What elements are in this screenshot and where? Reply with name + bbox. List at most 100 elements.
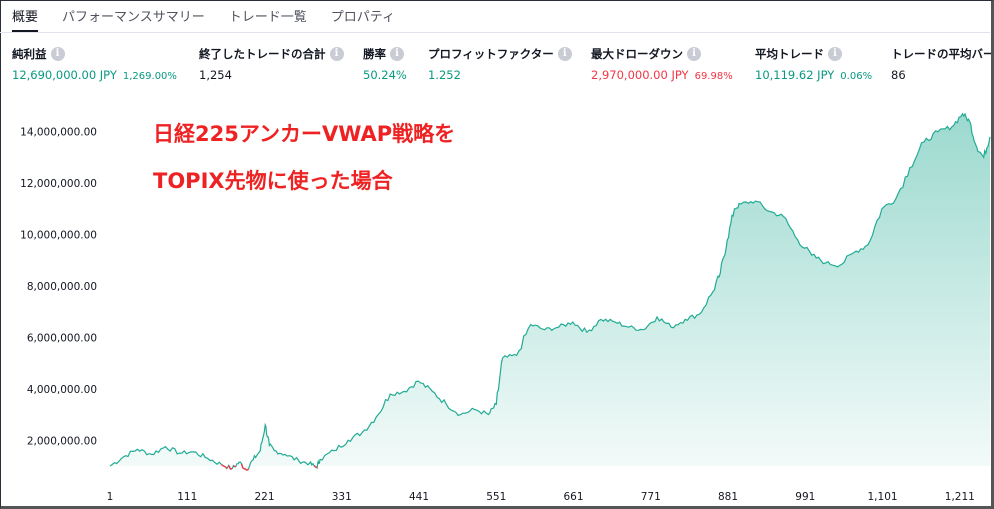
info-icon[interactable]: i	[557, 47, 572, 61]
equity-point	[937, 131, 938, 132]
equity-point	[741, 203, 742, 204]
equity-point	[496, 404, 497, 405]
equity-area-fill	[110, 113, 990, 470]
stat-label: プロフィットファクター	[428, 47, 554, 61]
equity-point	[811, 255, 812, 256]
drawdown-segment	[223, 465, 226, 468]
equity-point	[685, 319, 686, 320]
stat-label: 純利益	[12, 47, 47, 61]
equity-point	[769, 211, 770, 212]
equity-point	[333, 450, 334, 451]
drawdown-segment	[242, 467, 245, 470]
stat-label: 勝率	[363, 47, 386, 61]
equity-point	[319, 459, 320, 460]
equity-point	[137, 449, 138, 450]
equity-point	[446, 404, 447, 405]
drawdown-segment	[246, 468, 250, 471]
info-icon[interactable]: i	[329, 47, 344, 61]
stat-value: 2,970,000.00 JPY	[591, 68, 689, 82]
equity-point	[976, 147, 977, 148]
tab-divider	[0, 32, 990, 33]
drawdown-marks	[221, 463, 318, 471]
equity-point	[284, 454, 285, 455]
info-icon[interactable]: i	[828, 47, 842, 61]
stat-profit-factor: プロフィットファクター i 1.252	[428, 46, 572, 84]
equity-point	[274, 450, 275, 451]
equity-point	[432, 391, 433, 392]
stat-label: 最大ドローダウン	[591, 47, 683, 61]
stat-label: 平均トレード	[755, 47, 824, 61]
x-tick-label: 331	[332, 491, 352, 503]
equity-point	[544, 329, 545, 330]
equity-point	[260, 450, 261, 451]
stat-label: トレードの平均バー	[891, 47, 991, 61]
tab-performance-summary[interactable]: パフォーマンスサマリー	[62, 10, 205, 25]
equity-point	[783, 216, 784, 217]
equity-point	[734, 208, 735, 209]
equity-point	[516, 355, 517, 356]
tab-overview[interactable]: 概要	[12, 4, 39, 32]
drawdown-segment	[316, 466, 318, 469]
y-tick-label: 4,000,000.00	[27, 384, 97, 396]
drawdown-segment	[240, 463, 244, 468]
equity-chart: 14,000,000.0012,000,000.0010,000,000.008…	[20, 112, 991, 503]
x-tick-label: 1,211	[945, 491, 975, 503]
stat-value: 86	[891, 68, 906, 82]
info-icon[interactable]: i	[390, 47, 404, 61]
drawdown-segment	[313, 465, 316, 468]
x-tick-label: 221	[254, 491, 274, 503]
x-tick-label: 551	[486, 491, 506, 503]
equity-point	[923, 141, 924, 142]
equity-point	[309, 463, 310, 464]
equity-point	[671, 327, 672, 328]
equity-point	[586, 332, 587, 333]
stat-net-profit: 純利益 i 12,690,000.00 JPY 1,269.00%	[12, 46, 177, 84]
equity-point	[952, 126, 953, 127]
tab-properties[interactable]: プロパティ	[330, 10, 396, 25]
stat-value: 50.24%	[363, 68, 407, 82]
tab-trade-list[interactable]: トレード一覧	[228, 10, 307, 25]
equity-point	[193, 451, 194, 452]
equity-point	[881, 208, 882, 209]
y-tick-label: 8,000,000.00	[27, 281, 97, 293]
equity-point	[348, 440, 349, 441]
equity-point	[713, 291, 714, 292]
equity-point	[179, 453, 180, 454]
equity-point	[909, 167, 910, 168]
equity-point	[530, 324, 531, 325]
equity-point	[109, 465, 110, 466]
info-icon[interactable]: i	[50, 47, 65, 61]
equity-point	[362, 432, 363, 433]
equity-point	[474, 409, 475, 410]
y-axis: 14,000,000.00 12,000,000.00 10,000,000.00 8…	[20, 127, 97, 448]
info-icon[interactable]: i	[687, 47, 701, 61]
equity-point	[720, 273, 721, 274]
equity-point	[853, 252, 854, 253]
equity-point	[246, 465, 247, 466]
equity-point	[151, 454, 152, 455]
equity-point	[825, 262, 826, 263]
stat-average-trade: 平均トレード i 10,119.62 JPY 0.06%	[755, 46, 872, 84]
equity-point	[239, 462, 240, 463]
equity-point	[488, 414, 489, 415]
overlay-title-line1: 日経225アンカーVWAP戦略を	[153, 122, 456, 146]
equity-point	[797, 239, 798, 240]
drawdown-segment	[315, 466, 317, 468]
equity-point	[265, 424, 266, 425]
stat-max-drawdown: 最大ドローダウン i 2,970,000.00 JPY 69.98%	[591, 46, 733, 84]
x-tick-label: 111	[177, 491, 197, 503]
overlay-title-line2: TOPIX先物に使った場合	[153, 169, 393, 193]
equity-point	[657, 316, 658, 317]
equity-point	[895, 198, 896, 199]
y-tick-label: 14,000,000.00	[20, 127, 97, 139]
x-tick-label: 881	[718, 491, 738, 503]
equity-point	[390, 393, 391, 394]
stat-sub-value: 69.98%	[694, 71, 733, 82]
x-tick-label: 1	[107, 491, 114, 503]
x-tick-label: 441	[409, 491, 429, 503]
y-tick-label: 12,000,000.00	[20, 178, 97, 190]
equity-point	[165, 446, 166, 447]
drawdown-segment	[230, 467, 233, 470]
tab-bar: 概要 パフォーマンスサマリー トレード一覧 プロパティ	[12, 4, 395, 32]
